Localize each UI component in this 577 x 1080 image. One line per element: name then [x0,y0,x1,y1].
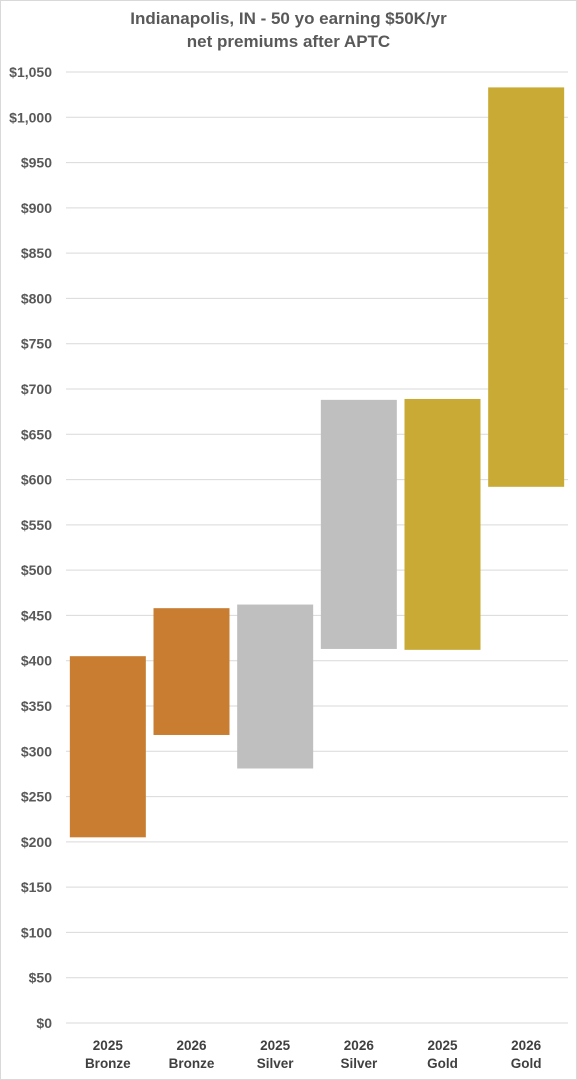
y-tick-label: $450 [21,607,52,623]
x-tick-year-label: 2026 [511,1038,542,1053]
range-bar-2026-silver [320,399,397,649]
x-tick-tier-label: Bronze [169,1056,215,1071]
x-tick-year-label: 2026 [344,1038,375,1053]
bars [69,87,565,838]
gridlines [66,71,568,1024]
y-tick-label: $400 [21,653,52,669]
y-tick-label: $800 [21,290,52,306]
x-tick-year-label: 2025 [93,1038,124,1053]
x-axis-ticks: 2025 Bronze 2026 Bronze 2025 Silver 2026 Silver… [85,1038,542,1071]
y-tick-label: $1,000 [9,109,52,125]
range-bar-2026-gold [488,87,565,487]
range-bar-2026-bronze [153,608,230,735]
y-tick-label: $0 [36,1015,52,1031]
x-tick-tier-label: Gold [427,1056,458,1071]
y-tick-label: $650 [21,426,52,442]
x-tick-year-label: 2026 [176,1038,207,1053]
x-tick-tier-label: Bronze [85,1056,131,1071]
chart-title-line-1: Indianapolis, IN - 50 yo earning $50K/yr [130,9,447,28]
y-tick-label: $100 [21,924,52,940]
x-tick-year-label: 2025 [260,1038,291,1053]
y-tick-label: $350 [21,698,52,714]
y-tick-label: $950 [21,155,52,171]
y-tick-label: $550 [21,517,52,533]
y-tick-label: $700 [21,381,52,397]
x-tick-year-label: 2025 [427,1038,458,1053]
y-tick-label: $900 [21,200,52,216]
x-tick-tier-label: Silver [340,1056,378,1071]
y-tick-label: $300 [21,743,52,759]
x-tick-tier-label: Gold [511,1056,542,1071]
range-bar-2025-gold [404,398,481,650]
y-tick-label: $500 [21,562,52,578]
chart-title-line-2: net premiums after APTC [186,32,391,51]
range-bar-2025-silver [237,604,314,769]
range-bar-2025-bronze [69,656,146,838]
y-tick-label: $200 [21,834,52,850]
y-tick-label: $750 [21,336,52,352]
y-tick-label: $150 [21,879,52,895]
y-axis-ticks: $0 $50 $100 $150 $200 $250 $300 $350 $400 $450 $50… [9,64,52,1031]
y-tick-label: $250 [21,789,52,805]
y-tick-label: $50 [29,970,53,986]
y-tick-label: $600 [21,472,52,488]
x-tick-tier-label: Silver [257,1056,295,1071]
y-tick-label: $1,050 [9,64,52,80]
y-tick-label: $850 [21,245,52,261]
